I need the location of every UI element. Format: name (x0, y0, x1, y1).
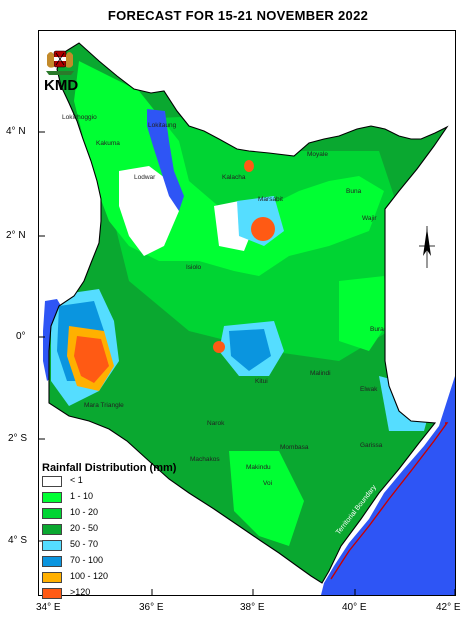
map-frame: Territorial Boundary (38, 30, 456, 596)
town-label: Lodwar (134, 174, 156, 181)
north-arrow-icon (419, 226, 435, 268)
town-label: Moyale (307, 151, 328, 158)
lat-label-0: 0° (16, 331, 26, 342)
town-label: Mombasa (280, 444, 309, 451)
legend-label: 10 - 20 (70, 507, 99, 517)
town-label: Bura (370, 326, 384, 333)
lat-label-2n: 2° N (6, 230, 26, 241)
town-label: Narok (207, 420, 225, 427)
legend-swatch (42, 572, 62, 583)
town-label: Marsabit (258, 196, 283, 203)
legend-title: Rainfall Distribution (mm) (42, 462, 177, 474)
town-label: Voi (263, 480, 273, 487)
legend-swatch (42, 524, 62, 535)
legend-swatch (42, 556, 62, 567)
town-label: Mara Triangle (84, 402, 124, 409)
kmd-logo-text: KMD (44, 77, 79, 94)
town-label: Buna (346, 188, 362, 195)
lat-label-4n: 4° N (6, 126, 26, 137)
rainfall-zones (49, 43, 447, 583)
kenya-coat-of-arms-icon (43, 45, 77, 77)
legend-swatch (42, 540, 62, 551)
rainfall-map: Territorial Boundary (39, 42, 455, 595)
legend-label: < 1 (70, 475, 83, 485)
legend-swatch (42, 492, 62, 503)
legend-label: 1 - 10 (70, 491, 94, 501)
zone-gt120-central (213, 341, 225, 353)
legend-swatch (42, 588, 62, 599)
lake-turkana (147, 109, 184, 211)
town-label: Machakos (190, 456, 220, 463)
territorial-boundary (330, 422, 449, 580)
lon-label-40e: 40° E (342, 602, 367, 613)
zone-1-10-south (229, 451, 304, 546)
indian-ocean (321, 376, 455, 595)
zone-gt120-marsabit (251, 217, 275, 241)
town-label: Malindi (310, 370, 331, 377)
town-label: Garissa (360, 442, 383, 449)
town-label: Elwak (360, 386, 378, 393)
zone-lt1-lodwar (119, 166, 179, 256)
lat-label-4s: 4° S (8, 535, 28, 546)
legend-swatch (42, 476, 62, 487)
map-title: FORECAST FOR 15-21 NOVEMBER 2022 (107, 8, 369, 23)
legend-label: 20 - 50 (70, 523, 99, 533)
zone-gt120-west (74, 336, 109, 383)
town-label: Wajir (362, 215, 377, 222)
town-label: Kakuma (96, 140, 120, 147)
town-label: Makindu (246, 464, 271, 471)
zone-gt120-north (244, 160, 254, 172)
lon-label-38e: 38° E (240, 602, 265, 613)
lon-label-34e: 34° E (36, 602, 61, 613)
town-label: Kitui (255, 378, 268, 385)
town-label: Kalacha (222, 174, 246, 181)
legend-label: 50 - 70 (70, 539, 99, 549)
legend-swatch (42, 508, 62, 519)
legend-label: 100 - 120 (70, 571, 109, 581)
legend-label: >120 (70, 587, 91, 597)
zone-70-100-central (229, 329, 271, 371)
town-label: Lokichoggio (62, 114, 97, 121)
town-label: Isiolo (186, 264, 202, 271)
legend-label: 70 - 100 (70, 555, 104, 565)
lon-label-42e: 42° E (436, 602, 461, 613)
town-label: Lokitaung (148, 122, 177, 129)
lat-label-2s: 2° S (8, 433, 28, 444)
lon-label-36e: 36° E (139, 602, 164, 613)
zone-1-10-east (339, 276, 389, 351)
